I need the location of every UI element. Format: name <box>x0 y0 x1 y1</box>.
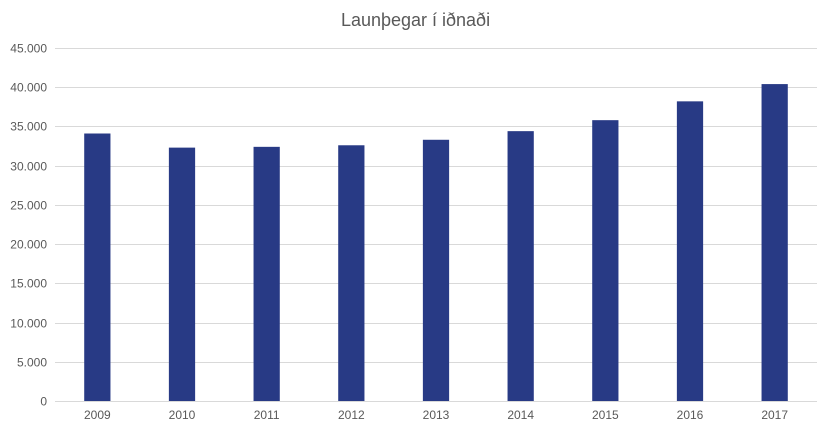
bar <box>592 120 619 402</box>
y-tick-label: 10.000 <box>10 317 47 331</box>
y-tick-label: 45.000 <box>10 42 47 56</box>
y-tick-label: 25.000 <box>10 199 47 213</box>
bar <box>507 131 534 401</box>
chart-title: Launþegar í iðnaði <box>340 10 491 30</box>
bar <box>253 146 280 401</box>
y-tick-label: 30.000 <box>10 160 47 174</box>
y-tick-label: 40.000 <box>10 81 47 95</box>
x-tick-label: 2016 <box>677 408 704 422</box>
x-tick-label: 2010 <box>169 408 196 422</box>
x-tick-label: 2013 <box>423 408 450 422</box>
bar <box>761 84 788 401</box>
y-tick-label: 5.000 <box>17 356 47 370</box>
x-tick-label: 2014 <box>507 408 534 422</box>
bar <box>676 101 704 401</box>
x-tick-label: 2017 <box>761 408 788 422</box>
y-tick-label: 15.000 <box>10 277 47 291</box>
x-tick-label: 2012 <box>338 408 365 422</box>
x-tick-label: 2011 <box>254 408 280 422</box>
bar <box>84 133 111 401</box>
bar <box>422 139 450 401</box>
bar <box>168 147 196 401</box>
y-tick-label: 0 <box>40 395 47 409</box>
y-tick-label: 35.000 <box>10 120 47 134</box>
y-tick-label: 20.000 <box>10 238 47 252</box>
x-tick-label: 2009 <box>84 408 111 422</box>
x-tick-label: 2015 <box>592 408 619 422</box>
bar <box>338 145 365 401</box>
